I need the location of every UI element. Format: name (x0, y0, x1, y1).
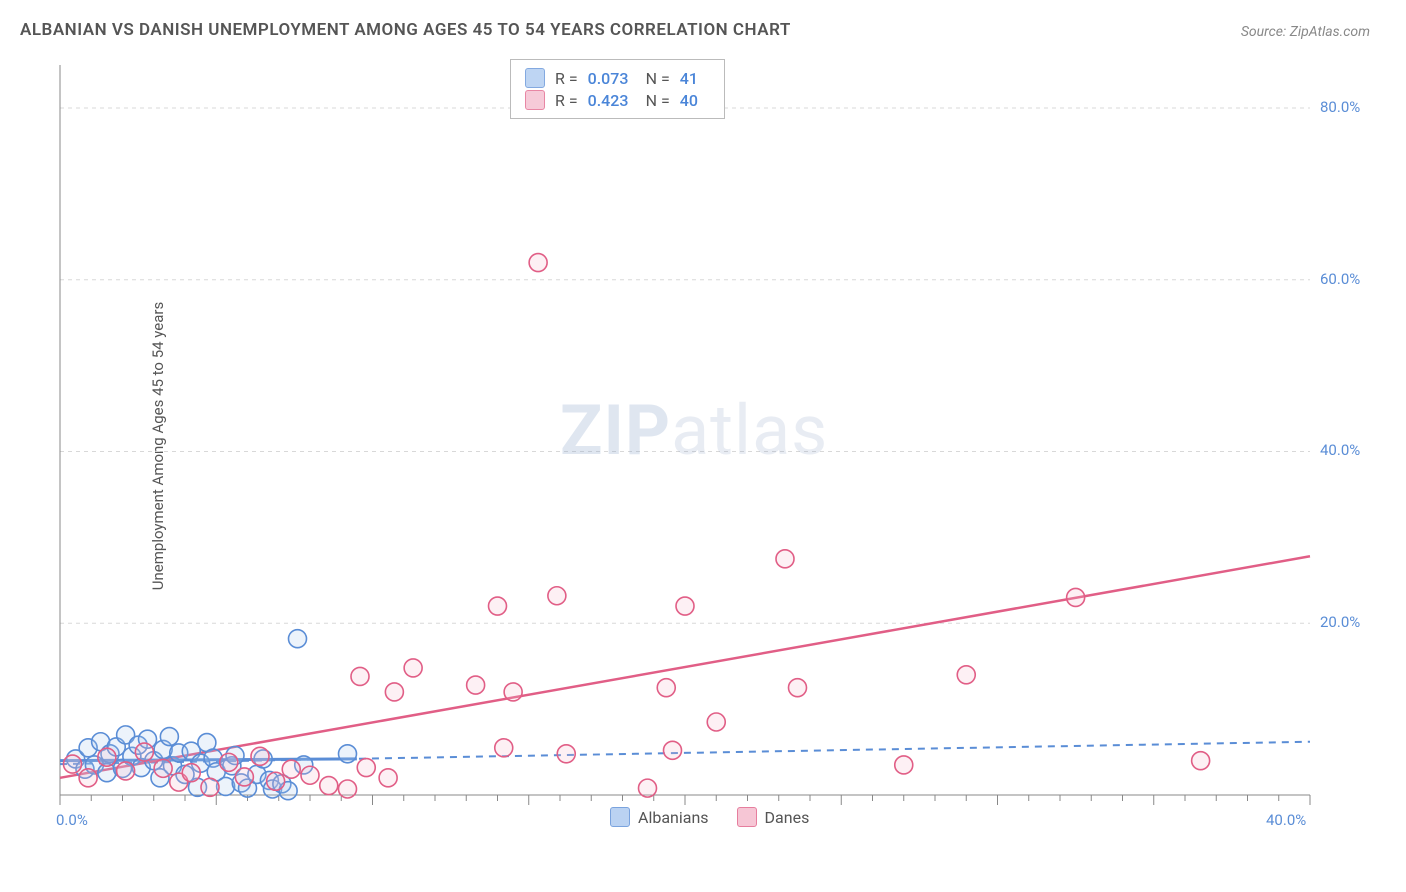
stats-row: R = 0.423 N = 40 (525, 90, 710, 110)
legend-swatch (525, 90, 545, 110)
series-legend: Albanians Danes (610, 807, 809, 827)
n-label: N = (646, 91, 670, 110)
correlation-stats-box: R = 0.073 N = 41 R = 0.423 N = 40 (510, 59, 725, 119)
legend-item: Danes (737, 807, 810, 827)
chart-title: ALBANIAN VS DANISH UNEMPLOYMENT AMONG AG… (20, 20, 791, 40)
y-tick-label: 40.0% (1320, 441, 1360, 459)
source-attribution: Source: ZipAtlas.com (1241, 24, 1370, 40)
y-tick-label: 80.0% (1320, 98, 1360, 116)
y-tick-label: 20.0% (1320, 613, 1360, 631)
x-tick-label: 0.0% (56, 811, 88, 829)
chart-svg (50, 55, 1370, 835)
r-label: R = (555, 69, 578, 88)
n-value: 40 (680, 91, 710, 110)
y-tick-label: 60.0% (1320, 270, 1360, 288)
legend-item: Albanians (610, 807, 709, 827)
n-value: 41 (680, 69, 710, 88)
r-label: R = (555, 91, 578, 110)
legend-label: Albanians (638, 808, 709, 827)
legend-swatch (525, 68, 545, 88)
stats-row: R = 0.073 N = 41 (525, 68, 710, 88)
n-label: N = (646, 69, 670, 88)
legend-label: Danes (765, 808, 810, 827)
legend-swatch (737, 807, 757, 827)
r-value: 0.423 (588, 91, 636, 110)
r-value: 0.073 (588, 69, 636, 88)
legend-swatch (610, 807, 630, 827)
scatter-plot (50, 55, 1370, 835)
x-tick-label: 40.0% (1266, 811, 1306, 829)
